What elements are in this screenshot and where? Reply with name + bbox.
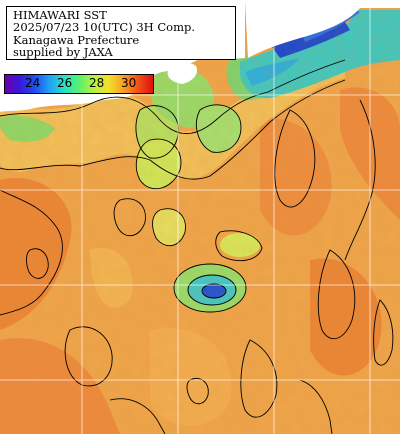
- data-provider: supplied by JAXA: [13, 46, 229, 58]
- observation-time: 2025/07/23 10(UTC) 3H Comp.: [13, 21, 229, 33]
- colorbar-label-28: 28: [89, 76, 104, 90]
- temperature-colorbar: 24 26 28 30: [4, 74, 154, 94]
- colorbar-label-24: 24: [25, 76, 40, 90]
- colorbar-label-30: 30: [121, 76, 136, 90]
- map-info-box: HIMAWARI SST 2025/07/23 10(UTC) 3H Comp.…: [6, 6, 236, 60]
- colorbar-label-26: 26: [57, 76, 72, 90]
